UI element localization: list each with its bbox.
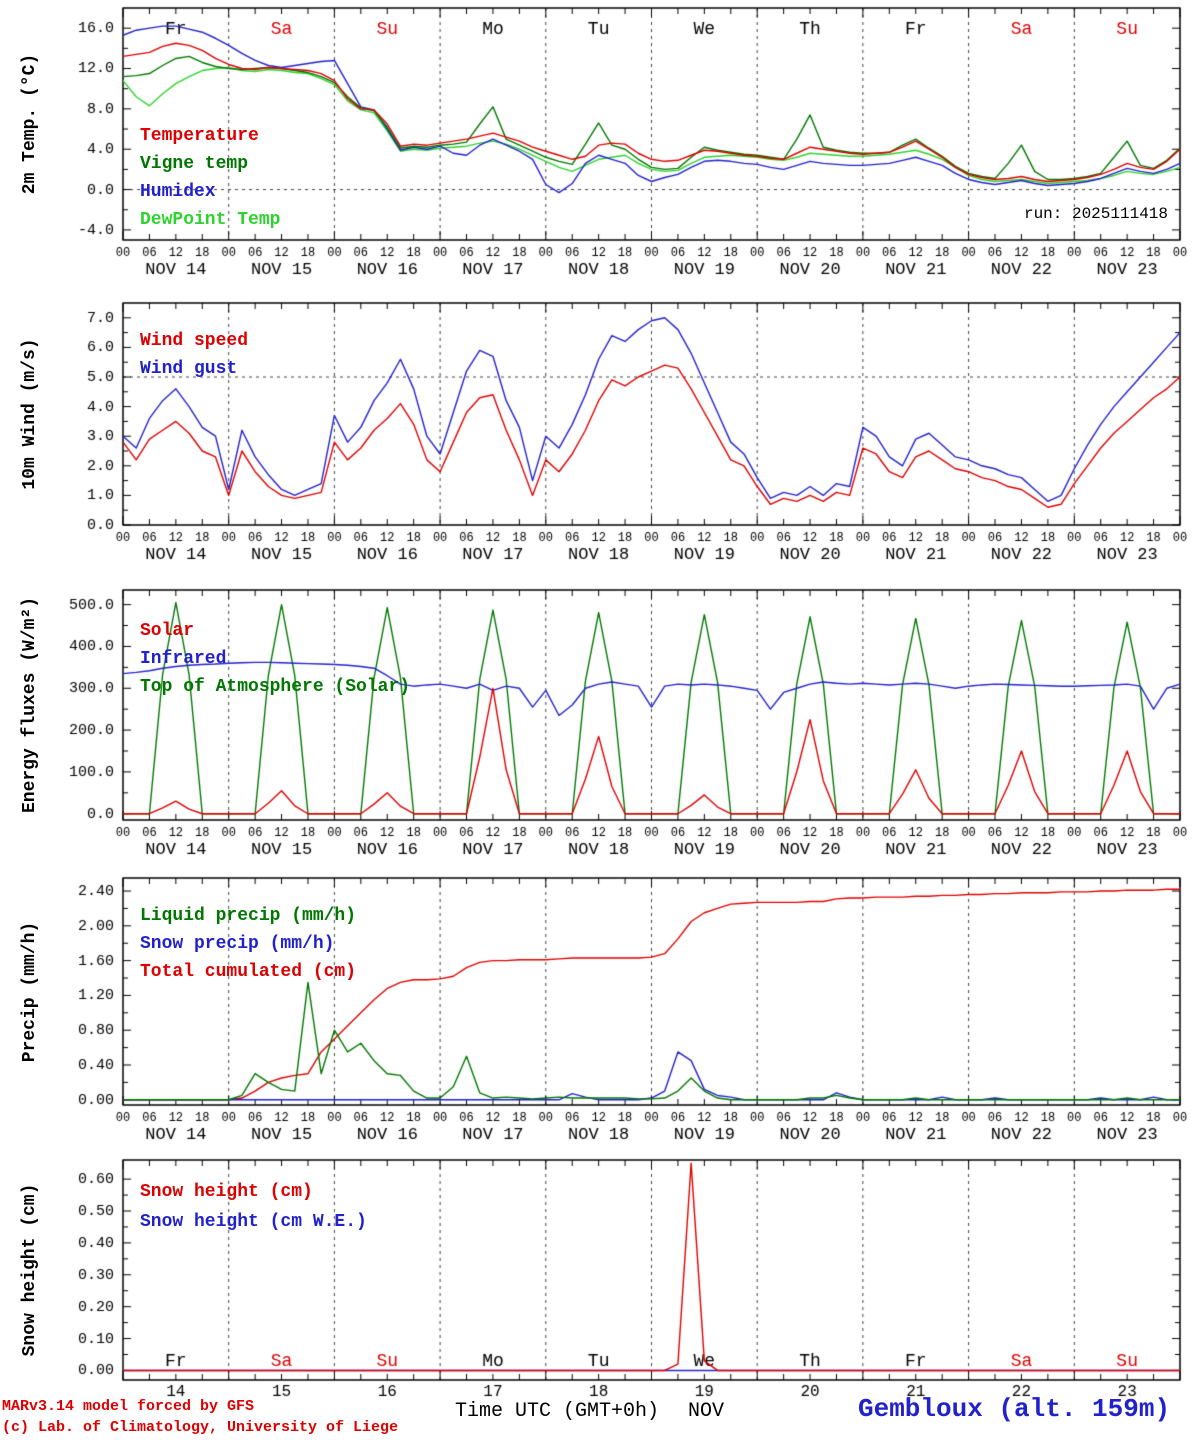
legend-humidex: Humidex [140, 182, 216, 202]
legend-solar: Solar [140, 621, 195, 641]
y-axis-title-wind: 10m Wind (m/s) [20, 338, 40, 490]
legend-snow-height: Snow height (cm) [140, 1182, 313, 1202]
run-timestamp: run: 2025111418 [1023, 205, 1168, 223]
model-credit: MARv3.14 model forced by GFS [2, 1398, 255, 1415]
legend-wind-gust: Wind gust [140, 359, 238, 379]
month-label: NOV [688, 1400, 725, 1423]
y-axis-title-precip: Precip (mm/h) [20, 921, 40, 1063]
y-axis-title-snow-height: Snow height (cm) [20, 1183, 40, 1357]
y-axis-title-energy-flux: Energy fluxes (W/m²) [20, 596, 40, 814]
legend-wind-speed: Wind speed [140, 331, 249, 351]
legend-temperature: Temperature [140, 126, 259, 146]
legend-snow-height-we: Snow height (cm W.E.) [140, 1212, 367, 1232]
legend-total-cumulated: Total cumulated (cm) [140, 962, 357, 982]
legend-infrared: Infrared [140, 649, 227, 669]
legend-dewpoint-temp: DewPoint Temp [140, 210, 281, 230]
station-label: Gembloux (alt. 159m) [858, 1394, 1171, 1424]
legend-top-of-atmosphere: Top of Atmosphere (Solar) [140, 677, 411, 697]
legend-snow-precip: Snow precip (mm/h) [140, 934, 335, 954]
legend-vigne-temp: Vigne temp [140, 154, 249, 174]
x-axis-title: Time UTC (GMT+0h) [455, 1400, 660, 1423]
y-axis-title-temperature: 2m Temp. (°C) [20, 53, 40, 195]
lab-credit: (c) Lab. of Climatology, University of L… [2, 1419, 399, 1436]
legend-liquid-precip: Liquid precip (mm/h) [140, 906, 357, 926]
